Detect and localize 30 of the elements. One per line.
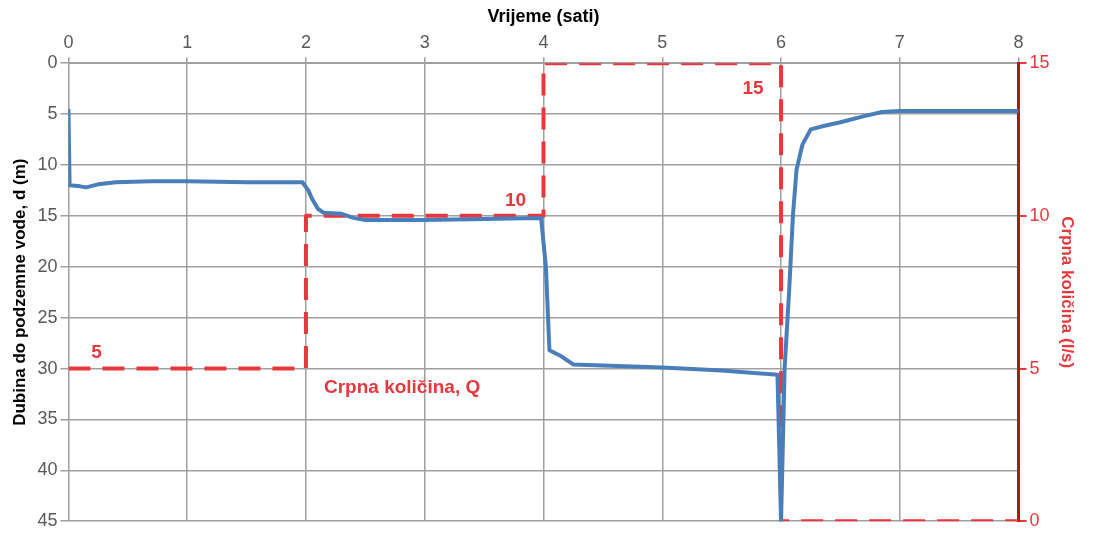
y-tick-label: 20 <box>37 255 58 276</box>
series-label: Crpna količina, Q <box>323 376 481 398</box>
y-tick-label: 45 <box>37 510 58 531</box>
x-tick-label: 0 <box>63 32 74 53</box>
y-tick-label: 25 <box>37 306 58 327</box>
y2-tick-label: 5 <box>1029 357 1040 378</box>
y2-tick-label: 10 <box>1029 204 1050 225</box>
x-tick-label: 2 <box>300 32 311 53</box>
y-tick-label: 40 <box>37 459 58 480</box>
y-tick-label: 5 <box>47 103 58 124</box>
y-tick-label: 10 <box>37 153 58 174</box>
y-tick-label: 15 <box>37 204 58 225</box>
x-tick-label: 1 <box>182 32 193 53</box>
x-tick-label: 8 <box>1013 32 1024 53</box>
y-tick-label: 30 <box>37 357 58 378</box>
data-label: 5 <box>91 341 103 363</box>
x-tick-label: 7 <box>894 32 905 53</box>
y-tick-label: 35 <box>37 408 58 429</box>
y-tick-label: 0 <box>47 52 58 73</box>
y2-tick-label: 0 <box>1029 510 1040 531</box>
y2-tick-label: 15 <box>1029 52 1050 73</box>
x-tick-label: 6 <box>776 32 787 53</box>
data-label: 15 <box>742 76 765 98</box>
x-tick-label: 5 <box>657 32 668 53</box>
x-tick-label: 4 <box>538 32 549 53</box>
x-tick-label: 3 <box>419 32 430 53</box>
y-axis-title: Dubina do podzemne vode, d (m) <box>9 158 29 426</box>
data-label: 10 <box>504 188 527 210</box>
x-axis-title: Vrijeme (sati) <box>487 5 600 26</box>
y2-axis-title: Crpna količina (l/s) <box>1058 216 1078 369</box>
